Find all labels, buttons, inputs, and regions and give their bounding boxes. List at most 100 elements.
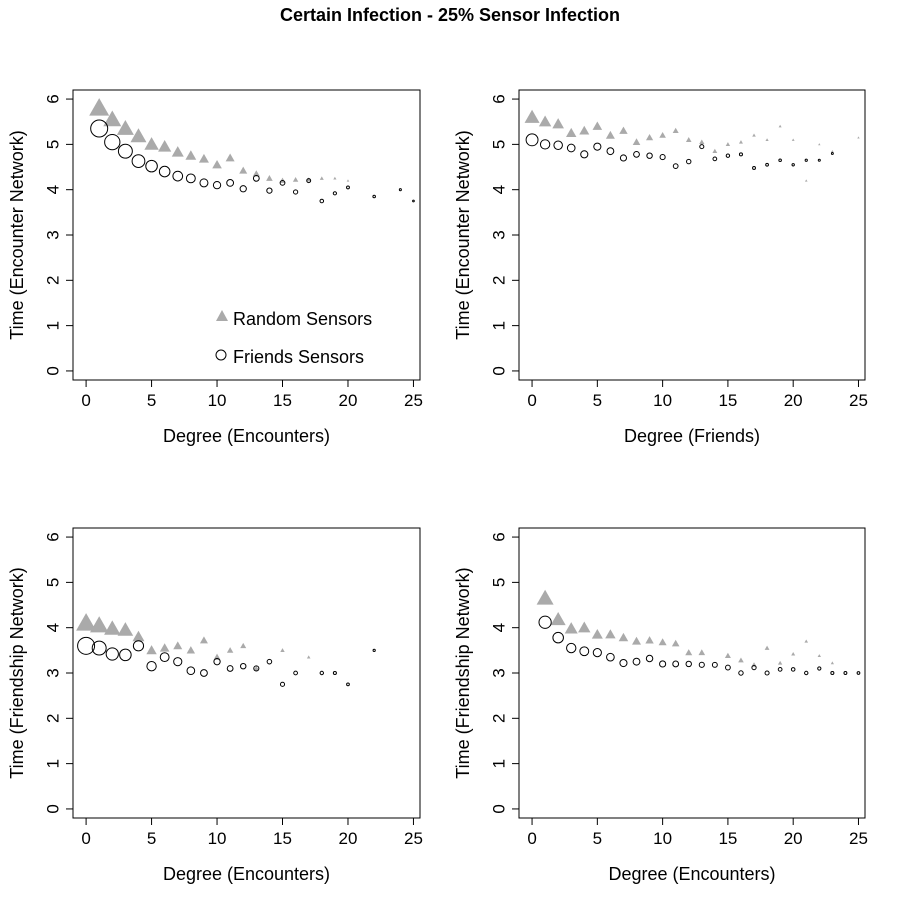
friends-sensor-point <box>566 642 577 654</box>
x-tick-label: 15 <box>718 391 737 410</box>
friends-sensor-point <box>856 671 861 675</box>
random-sensor-point <box>306 655 311 659</box>
random-sensor-point <box>724 652 731 659</box>
x-tick-label: 5 <box>593 391 602 410</box>
y-axis-label: Time (Encounter Network) <box>453 130 473 339</box>
random-sensor-point <box>104 620 121 635</box>
y-tick-label: 1 <box>44 759 63 768</box>
y-tick-label: 2 <box>490 276 509 285</box>
friends-sensor-point <box>293 670 298 676</box>
friends-sensor-point <box>319 670 324 676</box>
random-sensor-point <box>632 636 642 645</box>
random-sensor-point <box>619 126 628 134</box>
random-sensor-point <box>591 628 603 639</box>
x-tick-label: 20 <box>339 391 358 410</box>
y-tick-label: 3 <box>44 668 63 677</box>
friends-sensor-point <box>725 153 731 158</box>
friends-sensor-point <box>777 667 783 672</box>
random-sensor-point <box>225 153 235 162</box>
friends-sensor-point <box>790 667 796 672</box>
random-sensor-point <box>564 622 578 634</box>
random-sensor-point <box>280 648 285 652</box>
x-tick-label: 0 <box>81 391 90 410</box>
legend-random-marker <box>216 310 228 321</box>
y-tick-label: 1 <box>490 321 509 330</box>
y-tick-label: 0 <box>44 366 63 375</box>
random-sensor-point <box>240 642 247 649</box>
random-sensor-point <box>550 612 566 626</box>
y-tick-label: 2 <box>44 276 63 285</box>
friends-sensor-point <box>539 139 551 150</box>
y-tick-label: 6 <box>490 532 509 541</box>
x-tick-label: 5 <box>147 829 156 848</box>
friends-sensor-point <box>646 152 653 159</box>
random-sensor-point <box>333 176 337 180</box>
friends-sensor-point <box>553 140 563 151</box>
random-sensor-point <box>818 143 821 146</box>
random-sensor-point <box>672 127 679 134</box>
y-tick-label: 1 <box>490 759 509 768</box>
random-sensor-point <box>831 149 834 153</box>
random-sensor-point <box>292 177 299 182</box>
random-sensor-point <box>712 148 718 153</box>
random-sensor-point <box>226 647 234 653</box>
legend-friends-marker <box>215 349 227 361</box>
random-sensor-point <box>579 125 590 135</box>
random-sensor-point <box>804 179 808 182</box>
random-sensor-point <box>266 175 273 181</box>
random-sensor-point <box>144 137 159 150</box>
plot-frame <box>518 527 866 819</box>
friends-sensor-point <box>199 178 209 188</box>
y-tick-label: 4 <box>44 623 63 632</box>
x-tick-label: 25 <box>849 829 868 848</box>
random-sensor-point <box>89 98 110 116</box>
y-tick-label: 1 <box>44 321 63 330</box>
random-sensor-point <box>213 653 221 660</box>
random-sensor-point <box>605 629 616 639</box>
random-sensor-point <box>185 150 197 160</box>
y-tick-label: 0 <box>44 804 63 813</box>
friends-sensor-point <box>226 665 234 672</box>
random-sensor-point <box>777 660 783 665</box>
random-sensor-point <box>171 146 184 157</box>
figure-title: Certain Infection - 25% Sensor Infection <box>280 5 620 25</box>
random-sensor-point <box>198 153 209 163</box>
random-sensor-point <box>738 140 743 144</box>
y-tick-label: 2 <box>490 714 509 723</box>
friends-sensor-point <box>372 194 376 199</box>
friends-sensor-point <box>240 662 247 670</box>
y-tick-label: 3 <box>490 230 509 239</box>
random-sensor-point <box>645 133 654 141</box>
friends-sensor-point <box>843 671 848 675</box>
friends-sensor-point <box>645 654 654 663</box>
friends-sensor-point <box>226 178 235 187</box>
random-sensor-point <box>632 138 641 145</box>
friends-sensor-point <box>659 660 667 668</box>
friends-sensor-point <box>117 143 133 159</box>
friends-sensor-point <box>212 181 222 190</box>
friends-sensor-point <box>306 178 312 184</box>
friends-sensor-point <box>159 652 170 663</box>
friends-sensor-point <box>566 143 576 153</box>
random-sensor-point <box>536 589 554 605</box>
x-tick-label: 10 <box>208 829 227 848</box>
friends-sensor-point <box>252 174 260 182</box>
y-tick-label: 3 <box>490 668 509 677</box>
friends-sensor-point <box>105 647 119 661</box>
friends-sensor-point <box>239 185 247 193</box>
friends-sensor-point <box>145 159 158 173</box>
y-tick-label: 5 <box>490 578 509 587</box>
y-tick-label: 5 <box>44 578 63 587</box>
friends-sensor-point <box>131 154 146 169</box>
random-sensor-point <box>538 115 552 127</box>
random-sensor-point <box>699 139 705 145</box>
friends-sensor-point <box>791 163 795 167</box>
friends-sensor-point <box>346 682 350 687</box>
random-sensor-point <box>212 159 222 169</box>
friends-sensor-point <box>685 660 692 668</box>
friends-sensor-point <box>372 648 376 652</box>
friends-sensor-point <box>672 163 679 170</box>
friends-sensor-point <box>765 162 769 167</box>
x-tick-label: 25 <box>404 391 423 410</box>
